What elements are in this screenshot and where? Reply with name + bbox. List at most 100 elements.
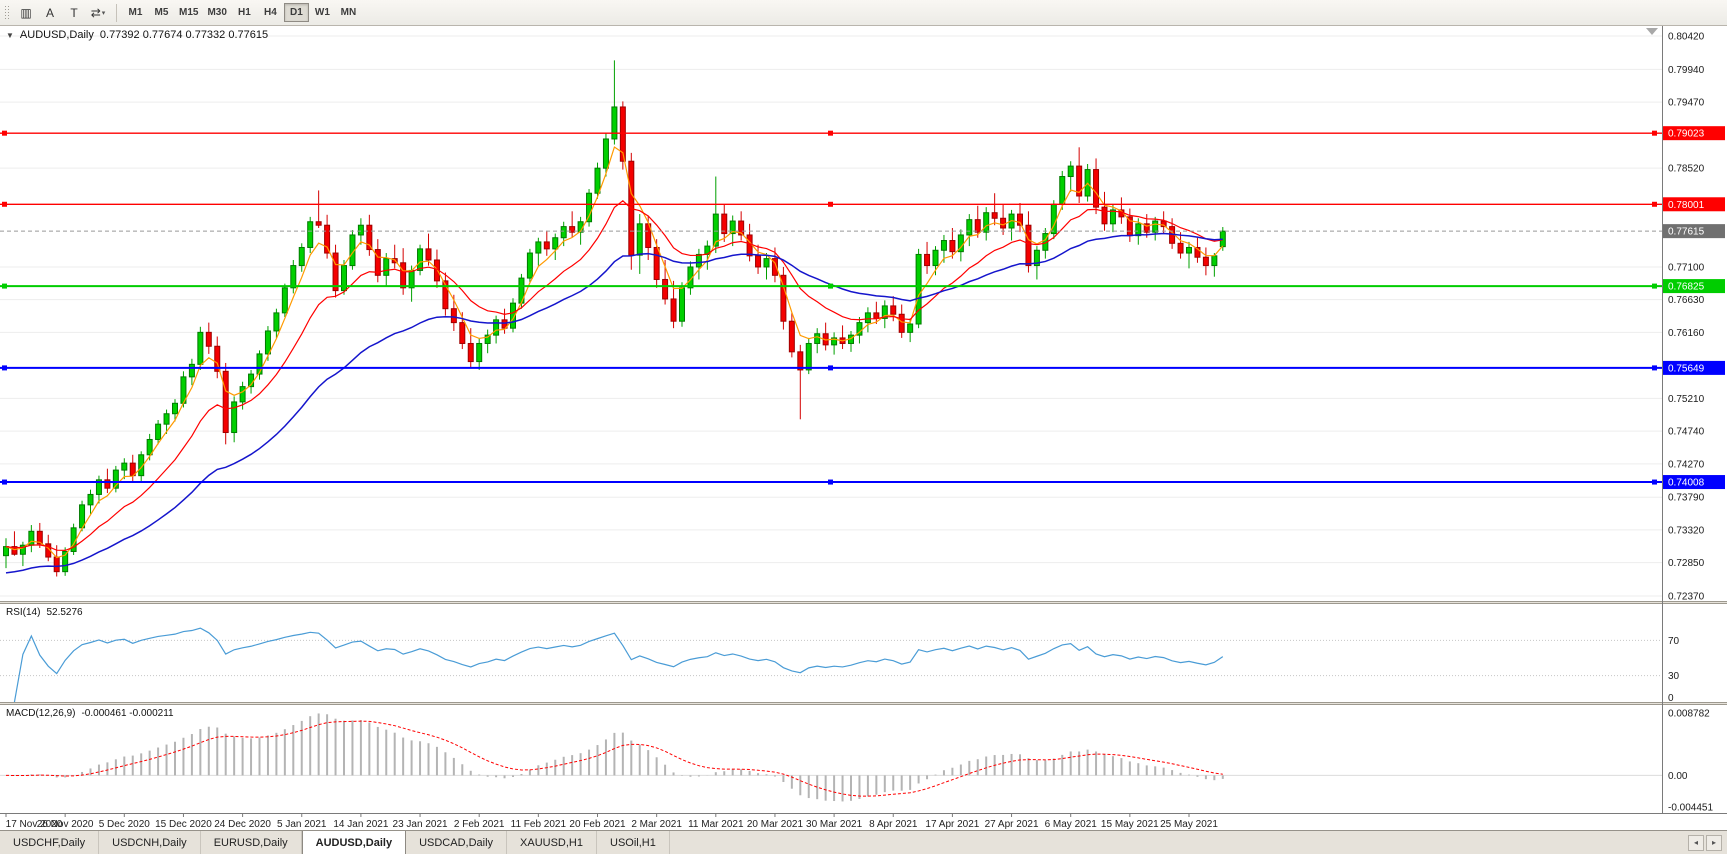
macd-histogram <box>13 713 1224 802</box>
chart-shift-marker-icon[interactable] <box>1646 28 1658 35</box>
one-click-trading-icon[interactable]: ▼ <box>6 30 14 40</box>
hline-0.78001[interactable] <box>0 201 1662 207</box>
charts-icon[interactable]: ▥ <box>14 2 38 23</box>
svg-text:2 Mar 2021: 2 Mar 2021 <box>631 819 682 830</box>
price-scale-labels[interactable]: 0.80420 0.79940 0.79470 0.78520 0.77100 0.766… <box>1668 32 1713 814</box>
svg-text:0.78001: 0.78001 <box>1668 200 1705 211</box>
svg-text:0.008782: 0.008782 <box>1668 709 1710 720</box>
svg-text:0.77100: 0.77100 <box>1668 262 1705 273</box>
svg-text:0.74008: 0.74008 <box>1668 478 1705 489</box>
svg-text:30 Mar 2021: 30 Mar 2021 <box>806 819 863 830</box>
chart-canvas[interactable]: 0.80420 0.79940 0.79470 0.78520 0.77100 0.766… <box>0 26 1727 830</box>
chart-tabs-list: USDCHF,Daily USDCNH,Daily EURUSD,Daily AUDU… <box>0 831 670 854</box>
tabs-scroll-right-icon[interactable]: ▸ <box>1706 834 1722 851</box>
svg-text:2 Feb 2021: 2 Feb 2021 <box>454 819 505 830</box>
tab-scroll-arrows: ◂ ▸ <box>1688 831 1727 854</box>
svg-text:20 Feb 2021: 20 Feb 2021 <box>569 819 626 830</box>
svg-text:0.72370: 0.72370 <box>1668 592 1705 603</box>
timeframe-m5-button[interactable]: M5 <box>149 3 174 22</box>
svg-text:17 Apr 2021: 17 Apr 2021 <box>925 819 979 830</box>
svg-text:8 Apr 2021: 8 Apr 2021 <box>869 819 918 830</box>
svg-text:0.80420: 0.80420 <box>1668 32 1705 43</box>
macd-signal-line <box>5 720 1223 797</box>
indicators-tool-icon[interactable]: ⇄ ▾ <box>86 2 110 23</box>
toolbar-grip[interactable] <box>4 4 9 21</box>
svg-text:0.75210: 0.75210 <box>1668 394 1705 405</box>
svg-text:0.72850: 0.72850 <box>1668 558 1705 569</box>
timeframe-m15-button[interactable]: M15 <box>175 3 202 22</box>
price-badge-0.78001[interactable]: 0.78001 <box>1663 197 1725 212</box>
chart-tab-usdcad[interactable]: USDCAD,Daily <box>406 831 508 854</box>
svg-text:11 Mar 2021: 11 Mar 2021 <box>688 819 744 830</box>
chart-tab-xauusd[interactable]: XAUUSD,H1 <box>507 831 597 854</box>
hline-0.76825[interactable] <box>0 283 1662 289</box>
svg-text:0.73320: 0.73320 <box>1668 525 1705 536</box>
ma-13-line <box>5 199 1223 551</box>
hline-0.79023[interactable] <box>0 130 1662 136</box>
svg-text:15 Dec 2020: 15 Dec 2020 <box>155 819 212 830</box>
timeframe-d1-button[interactable]: D1 <box>283 3 309 22</box>
svg-text:14 Jan 2021: 14 Jan 2021 <box>333 819 388 830</box>
svg-text:0.75649: 0.75649 <box>1668 363 1705 374</box>
price-badge-0.76825[interactable]: 0.76825 <box>1663 279 1725 294</box>
rsi-line <box>13 627 1224 703</box>
ma-34-line <box>5 232 1223 574</box>
candles-layer[interactable] <box>3 60 1226 577</box>
svg-text:0.76825: 0.76825 <box>1668 282 1705 293</box>
svg-text:0.74740: 0.74740 <box>1668 427 1705 438</box>
svg-text:70: 70 <box>1668 636 1680 647</box>
timeframe-m30-button[interactable]: M30 <box>203 3 230 22</box>
svg-text:5 Jan 2021: 5 Jan 2021 <box>277 819 327 830</box>
svg-text:0: 0 <box>1668 693 1674 704</box>
timeframe-h1-button[interactable]: H1 <box>232 3 257 22</box>
price-badge-0.79023[interactable]: 0.79023 <box>1663 126 1725 141</box>
svg-text:0.78520: 0.78520 <box>1668 164 1705 175</box>
tabs-scroll-left-icon[interactable]: ◂ <box>1688 834 1704 851</box>
svg-text:26 Nov 2020: 26 Nov 2020 <box>37 819 94 830</box>
svg-text:27 Apr 2021: 27 Apr 2021 <box>985 819 1039 830</box>
current-price-badge[interactable]: 0.77615 <box>1663 224 1725 239</box>
svg-text:20 Mar 2021: 20 Mar 2021 <box>747 819 804 830</box>
cursor-tool-icon[interactable]: A <box>38 2 62 23</box>
svg-text:15 May 2021: 15 May 2021 <box>1101 819 1159 830</box>
svg-text:25 May 2021: 25 May 2021 <box>1160 819 1218 830</box>
timeframe-w1-button[interactable]: W1 <box>310 3 335 22</box>
timeframe-m1-button[interactable]: M1 <box>123 3 148 22</box>
svg-text:0.79470: 0.79470 <box>1668 98 1705 109</box>
svg-text:0.76630: 0.76630 <box>1668 295 1705 306</box>
svg-text:30: 30 <box>1668 671 1680 682</box>
hline-0.74008[interactable] <box>0 479 1662 485</box>
chart-tab-eurusd[interactable]: EURUSD,Daily <box>201 831 302 854</box>
chart-region[interactable]: 0.80420 0.79940 0.79470 0.78520 0.77100 0.766… <box>0 26 1727 830</box>
chart-tab-usdchf[interactable]: USDCHF,Daily <box>0 831 100 854</box>
chart-tab-usdcnh[interactable]: USDCNH,Daily <box>99 831 201 854</box>
grid-layer <box>0 35 1662 597</box>
timeframes-group: M1 M5 M15 M30 H1 H4 D1 W1 MN <box>123 3 361 22</box>
svg-text:0.79940: 0.79940 <box>1668 65 1705 76</box>
svg-text:0.76160: 0.76160 <box>1668 328 1705 339</box>
price-badge-0.75649[interactable]: 0.75649 <box>1663 360 1725 375</box>
timeframe-h4-button[interactable]: H4 <box>258 3 283 22</box>
svg-text:0.00: 0.00 <box>1668 771 1688 782</box>
svg-text:17 Nov 2020: 17 Nov 2020 <box>6 819 63 830</box>
toolbar-separator <box>116 3 117 22</box>
chart-tab-usoil[interactable]: USOil,H1 <box>597 831 670 854</box>
price-badge-0.74008[interactable]: 0.74008 <box>1663 475 1725 490</box>
svg-text:11 Feb 2021: 11 Feb 2021 <box>511 819 567 830</box>
chart-tabs-bar: USDCHF,Daily USDCNH,Daily EURUSD,Daily AUDU… <box>0 830 1727 854</box>
svg-text:6 May 2021: 6 May 2021 <box>1045 819 1098 830</box>
svg-text:24 Dec 2020: 24 Dec 2020 <box>214 819 271 830</box>
svg-text:0.79023: 0.79023 <box>1668 129 1705 140</box>
ma-4-line <box>5 146 1224 559</box>
tools-group: ▥ A T ⇄ ▾ <box>14 2 110 23</box>
chart-tab-audusd[interactable]: AUDUSD,Daily <box>301 831 407 854</box>
svg-text:0.73790: 0.73790 <box>1668 493 1705 504</box>
svg-text:0.77615: 0.77615 <box>1668 227 1705 238</box>
text-tool-icon[interactable]: T <box>62 2 86 23</box>
svg-text:5 Dec 2020: 5 Dec 2020 <box>99 819 151 830</box>
hline-0.75649[interactable] <box>0 365 1662 371</box>
svg-text:-0.004451: -0.004451 <box>1668 803 1713 814</box>
timeframe-mn-button[interactable]: MN <box>336 3 361 22</box>
